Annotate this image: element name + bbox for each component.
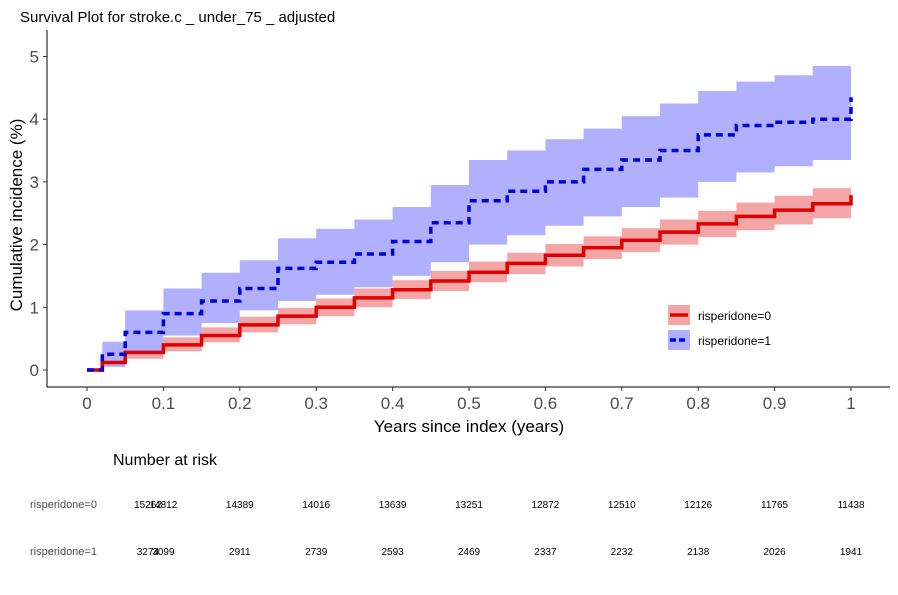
y-tick-label: 5 bbox=[30, 48, 39, 67]
risk-cell: 12510 bbox=[608, 500, 636, 511]
risk-cell: 1941 bbox=[840, 547, 863, 558]
series-lines bbox=[87, 97, 853, 372]
risk-row-label: risperidone=0 bbox=[30, 499, 97, 511]
risk-cell: 2911 bbox=[229, 547, 251, 558]
x-tick-label: 0 bbox=[82, 394, 91, 413]
y-tick-label: 4 bbox=[30, 110, 39, 129]
x-tick-label: 1 bbox=[846, 394, 855, 413]
y-axis-label: Cumulative incidence (%) bbox=[7, 119, 26, 312]
y-tick-label: 1 bbox=[30, 298, 39, 317]
x-tick-label: 0.3 bbox=[304, 394, 328, 413]
x-tick-label: 0.7 bbox=[610, 394, 634, 413]
y-tick-label: 3 bbox=[30, 173, 39, 192]
x-tick-label: 0.2 bbox=[228, 394, 252, 413]
x-tick-label: 0.4 bbox=[381, 394, 405, 413]
risk-cell: 11765 bbox=[761, 500, 789, 511]
risk-cell: 15262 bbox=[134, 500, 162, 511]
risk-cell: 3099 bbox=[152, 547, 175, 558]
risk-cell: 2593 bbox=[381, 547, 404, 558]
risk-cell: 2469 bbox=[458, 547, 481, 558]
risk-cell: 2739 bbox=[305, 547, 328, 558]
risk-cell: 14389 bbox=[226, 500, 254, 511]
x-axis-label: Years since index (years) bbox=[374, 417, 564, 436]
legend: risperidone=0 risperidone=1 bbox=[668, 305, 771, 350]
risk-cell: 12126 bbox=[684, 500, 712, 511]
axes: 0 0.1 0.2 0.3 0.4 0.5 0.6 0.7 0.8 0.9 1 0 1 2 3 4 5 bbox=[30, 30, 890, 413]
x-tick-label: 0.8 bbox=[686, 394, 710, 413]
x-tick-label: 0.1 bbox=[152, 394, 176, 413]
risk-cell: 12872 bbox=[531, 500, 559, 511]
series-line-0 bbox=[87, 195, 853, 372]
risk-cell: 2232 bbox=[611, 547, 634, 558]
risk-cell: 11438 bbox=[837, 500, 865, 511]
chart-title: Survival Plot for stroke.c _ under_75 _ … bbox=[20, 9, 335, 26]
y-tick-label: 0 bbox=[30, 361, 39, 380]
risk-cell: 14016 bbox=[302, 500, 330, 511]
x-tick-label: 0.6 bbox=[534, 394, 558, 413]
y-tick-label: 2 bbox=[30, 236, 39, 255]
legend-label-1: risperidone=1 bbox=[698, 334, 771, 348]
x-tick-label: 0.5 bbox=[457, 394, 481, 413]
risk-cell: 2026 bbox=[763, 547, 786, 558]
legend-label-0: risperidone=0 bbox=[698, 309, 771, 323]
risk-cell: 13251 bbox=[455, 500, 483, 511]
series-line-1 bbox=[87, 97, 853, 372]
risk-table-title: Number at risk bbox=[113, 452, 218, 469]
risk-cell: 2337 bbox=[534, 547, 557, 558]
risk-cell: 3274 bbox=[137, 547, 160, 558]
risk-row-label: risperidone=1 bbox=[30, 546, 97, 558]
risk-cell: 13639 bbox=[379, 500, 407, 511]
risk-cell: 14812 bbox=[149, 500, 177, 511]
x-tick-label: 0.9 bbox=[763, 394, 787, 413]
risk-cell: 2138 bbox=[687, 547, 710, 558]
